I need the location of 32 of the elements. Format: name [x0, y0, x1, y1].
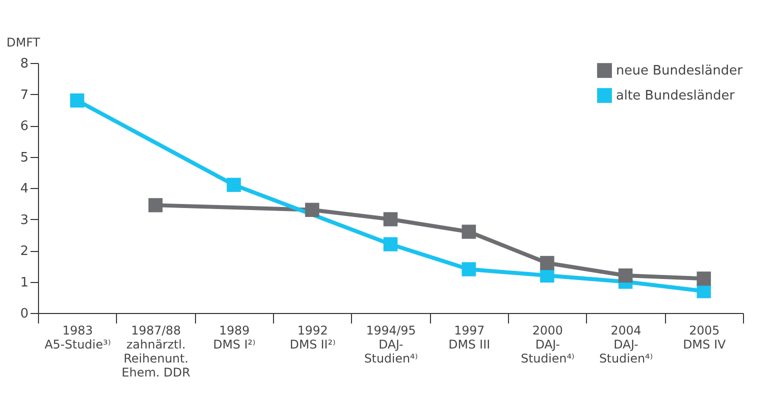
point: [462, 224, 476, 239]
legend-label: neue Bundesländer: [616, 64, 744, 78]
legend-label: alte Bundesländer: [616, 88, 736, 104]
y-tick-label: 3: [20, 212, 28, 228]
point: [383, 212, 398, 226]
x-tick-label: 1997 DMS III: [448, 324, 490, 352]
y-axis-title: DMFT: [6, 36, 41, 50]
y-tick-label: 1: [20, 275, 28, 290]
point: [462, 262, 476, 276]
point: [305, 202, 320, 217]
point: [70, 93, 84, 108]
y-tick-label: 8: [20, 56, 28, 72]
x-tick-label: 1987/88 zahnärztl. Reihenunt. Ehem. DDR: [122, 324, 190, 380]
point: [540, 256, 554, 270]
y-tick-label: 2: [20, 244, 28, 259]
x-tick-label: 1994/95 DAJ- Studien⁴⁾: [364, 324, 418, 366]
y-tick-label: 4: [20, 182, 28, 196]
x-tick-label: 2000 DAJ- Studien⁴⁾: [520, 324, 575, 366]
x-tick-label: 2004 DAJ- Studien⁴⁾: [599, 324, 653, 366]
point: [696, 272, 711, 286]
point: [383, 237, 398, 252]
point: [226, 178, 241, 192]
y-tick-label: 6: [20, 119, 28, 134]
x-tick-label: 1989 DMS I²⁾: [213, 324, 256, 352]
point: [148, 198, 163, 212]
y-tick-label: 0: [20, 306, 28, 322]
x-tick-label: 1992 DMS II²⁾: [290, 324, 336, 352]
y-tick-label: 7: [20, 88, 28, 103]
x-tick-label: 1983 A5-Studie³⁾: [44, 324, 111, 352]
x-tick-label: 2005 DMS IV: [682, 324, 727, 352]
y-tick-label: 5: [20, 150, 28, 166]
point: [618, 268, 633, 283]
